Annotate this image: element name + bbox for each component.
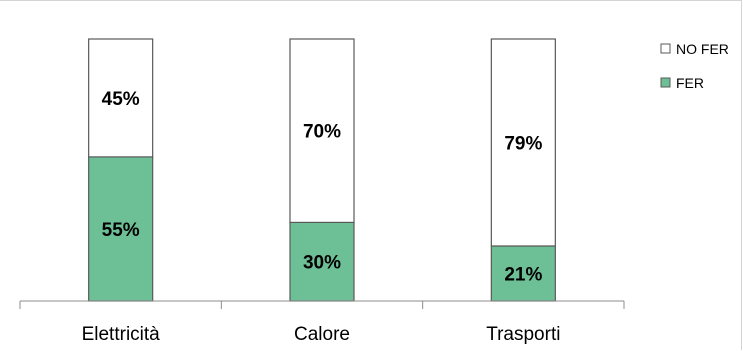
x-axis: Elettricità Calore Trasporti (19, 300, 625, 345)
data-label-fer-1: 55% (102, 220, 140, 241)
x-tick-label-3: Trasporti (486, 324, 560, 345)
legend-swatch-fer (660, 77, 671, 88)
bar-segment-no-fer-3 (490, 38, 556, 247)
x-tick-label-1: Elettricità (82, 324, 161, 345)
x-tick-label-2: Calore (294, 324, 350, 345)
bars-group (88, 38, 556, 302)
data-label-no-fer-2: 70% (303, 122, 341, 143)
legend-swatch-no-fer (660, 43, 671, 54)
legend: NO FER FER (660, 41, 729, 91)
bar-segment-no-fer-2 (289, 38, 355, 223)
data-label-no-fer-1: 45% (102, 89, 140, 110)
data-label-fer-3: 21% (504, 264, 542, 285)
bar-segment-no-fer-1 (88, 38, 154, 158)
data-label-no-fer-3: 79% (504, 133, 542, 154)
legend-label-no-fer: NO FER (676, 41, 729, 57)
bar-labels-group: 55% 45% 30% 70% 21% 79% (102, 89, 543, 286)
data-label-fer-2: 30% (303, 253, 341, 274)
legend-label-fer: FER (676, 75, 704, 91)
